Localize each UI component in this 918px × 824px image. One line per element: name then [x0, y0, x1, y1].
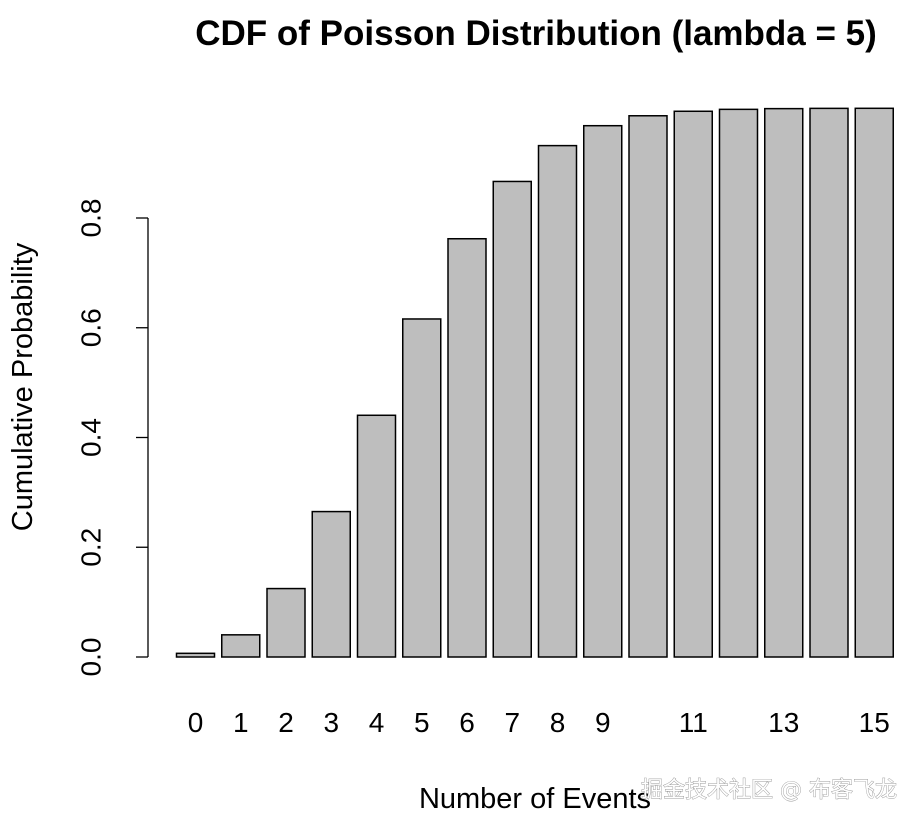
bar-0	[175, 652, 216, 658]
bar-10	[628, 115, 668, 658]
y-tick-label: 0.2	[75, 528, 106, 567]
x-axis-label: Number of Events	[419, 783, 651, 815]
bar-1	[221, 634, 261, 658]
bar-2	[266, 587, 306, 658]
x-tick-label-5: 5	[414, 707, 430, 738]
x-tick-label-1: 1	[233, 707, 249, 738]
bars	[175, 107, 894, 658]
y-tick-label: 0.0	[75, 638, 106, 677]
watermark: 掘金技术社区 @ 布客飞龙	[641, 778, 897, 803]
y-tick-label: 0.6	[75, 308, 106, 347]
x-tick-label-2: 2	[278, 707, 294, 738]
chart-title: CDF of Poisson Distribution (lambda = 5)	[195, 14, 877, 53]
y-tick-label: 0.4	[75, 418, 106, 457]
bar-13	[764, 107, 804, 658]
x-tick-label-9: 9	[595, 707, 611, 738]
y-tick-label: 0.8	[75, 199, 106, 238]
x-axis-tick-labels: 0 1 2 3 4 5 6 7 8 9 11 13 15	[188, 707, 890, 738]
x-tick-label-0: 0	[188, 707, 204, 738]
bar-8	[537, 144, 578, 658]
bar-6	[447, 237, 487, 658]
bar-3	[311, 510, 351, 658]
bar-11	[673, 110, 713, 658]
x-tick-label-13: 13	[768, 707, 799, 738]
bar-14	[809, 107, 849, 658]
bar-15	[854, 107, 894, 658]
x-tick-label-6: 6	[459, 707, 475, 738]
x-tick-label-7: 7	[504, 707, 520, 738]
bar-5	[402, 318, 442, 658]
x-tick-label-4: 4	[369, 707, 385, 738]
y-axis: 0.0 0.2 0.4 0.6 0.8	[75, 199, 149, 677]
x-tick-label-8: 8	[550, 707, 566, 738]
x-tick-label-3: 3	[323, 707, 339, 738]
y-axis-label: Cumulative Probability	[7, 242, 39, 531]
x-tick-label-15: 15	[859, 707, 890, 738]
bar-9	[583, 124, 623, 658]
bar-7	[492, 180, 532, 658]
x-tick-label-11: 11	[679, 707, 708, 738]
bar-4	[356, 414, 397, 658]
bar-12	[718, 108, 759, 658]
